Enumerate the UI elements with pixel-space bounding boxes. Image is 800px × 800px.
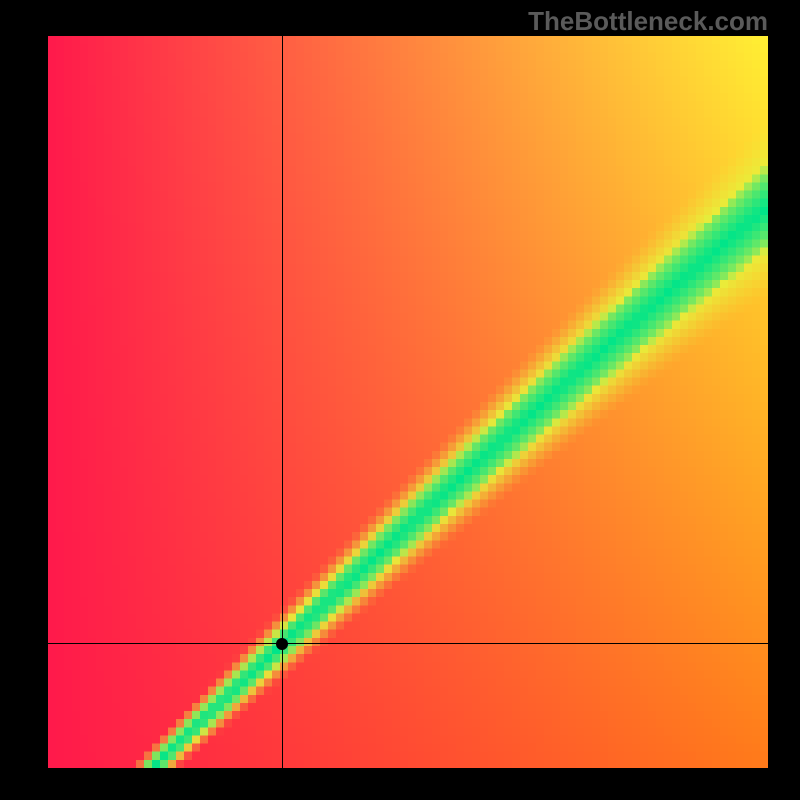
crosshair-horizontal	[48, 643, 768, 644]
chart-container: TheBottleneck.com	[0, 0, 800, 800]
crosshair-vertical	[282, 36, 283, 768]
bottleneck-heatmap	[48, 36, 768, 768]
crosshair-marker	[276, 638, 288, 650]
watermark-text: TheBottleneck.com	[528, 6, 768, 37]
